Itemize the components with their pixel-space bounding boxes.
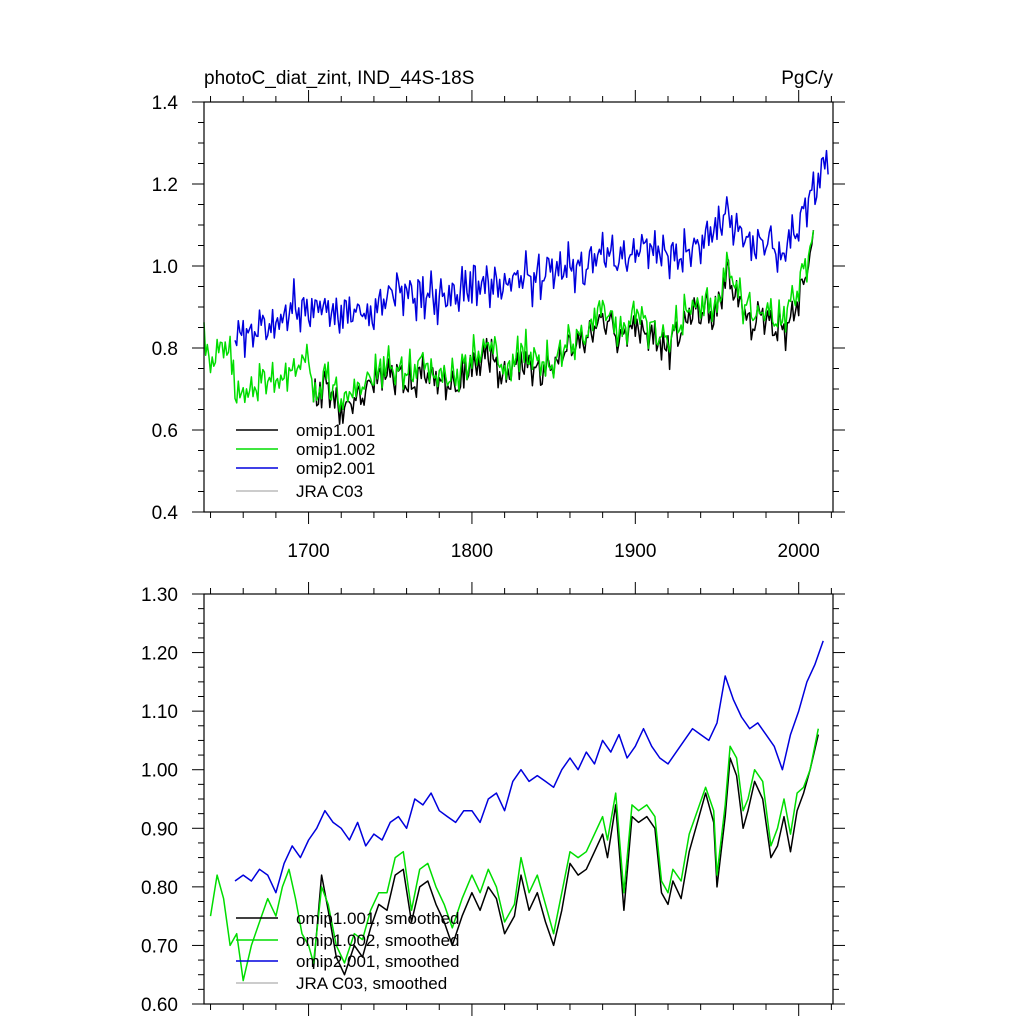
- bottom-ytick-label: 0.80: [141, 878, 178, 899]
- bottom-ytick-label: 0.60: [141, 995, 178, 1016]
- top-ytick-label: 1.4: [152, 93, 179, 114]
- bottom-ytick-label: 1.30: [141, 585, 178, 606]
- bottom-series-group: [209, 640, 824, 982]
- bottom-legend-label-0: omip1.001, smoothed: [296, 909, 460, 928]
- top-legend-label-0: omip1.001: [296, 421, 375, 440]
- bottom-legend-label-2: omip2.001, smoothed: [296, 952, 460, 971]
- top-series-omip2-001: [234, 149, 829, 358]
- top-xtick-label: 1700: [287, 541, 329, 562]
- bottom-panel: 0.60 0.70 0.80 0.90 1.00 1.10 1.20 1.30 omip1.0…: [141, 582, 845, 1016]
- bottom-series-omip2-001-smoothed: [234, 640, 824, 894]
- top-xtick-label: 1900: [614, 541, 656, 562]
- top-xtick-label: 2000: [778, 541, 820, 562]
- bottom-ticks-group: 0.60 0.70 0.80 0.90 1.00 1.10 1.20 1.30: [141, 582, 845, 1016]
- bottom-series-omip1-002-smoothed: [209, 728, 820, 982]
- top-xtick-label: 1800: [451, 541, 493, 562]
- top-legend-label-2: omip2.001: [296, 459, 375, 478]
- bottom-ytick-label: 0.90: [141, 819, 178, 840]
- top-ytick-label: 0.6: [152, 421, 178, 442]
- bottom-ytick-label: 0.70: [141, 936, 178, 957]
- top-ytick-label: 1.2: [152, 175, 178, 196]
- top-units: PgC/y: [781, 68, 833, 89]
- bottom-series-omip1-001-smoothed: [312, 734, 820, 976]
- top-title: photoC_diat_zint, IND_44S-18S: [204, 68, 474, 89]
- top-legend: omip1.001 omip1.002 omip2.001 JRA C03: [236, 421, 375, 501]
- bottom-ytick-label: 1.00: [141, 761, 178, 782]
- top-plot-frame: [203, 101, 834, 513]
- top-series-omip1-002: [203, 230, 815, 413]
- top-series-omip1-001: [312, 230, 815, 425]
- top-ytick-label: 0.4: [152, 503, 179, 524]
- bottom-legend-label-3: JRA C03, smoothed: [296, 974, 447, 993]
- bottom-ytick-label: 1.10: [141, 702, 178, 723]
- bottom-legend: omip1.001, smoothed omip1.002, smoothed …: [236, 909, 460, 993]
- top-panel: photoC_diat_zint, IND_44S-18S PgC/y 0.40…: [152, 68, 845, 562]
- top-ytick-label: 0.8: [152, 339, 178, 360]
- bottom-legend-label-1: omip1.002, smoothed: [296, 931, 460, 950]
- top-ticks-group: 0.4 0.6 0.8 1.0 1.2 1.4 1700 1800 1900 2000: [152, 90, 845, 562]
- bottom-ytick-label: 1.20: [141, 644, 178, 665]
- top-legend-label-3: JRA C03: [296, 482, 363, 501]
- top-legend-label-1: omip1.002: [296, 440, 375, 459]
- top-series-group: [203, 149, 829, 425]
- bottom-plot-frame: [203, 593, 834, 1005]
- top-ytick-label: 1.0: [152, 257, 178, 278]
